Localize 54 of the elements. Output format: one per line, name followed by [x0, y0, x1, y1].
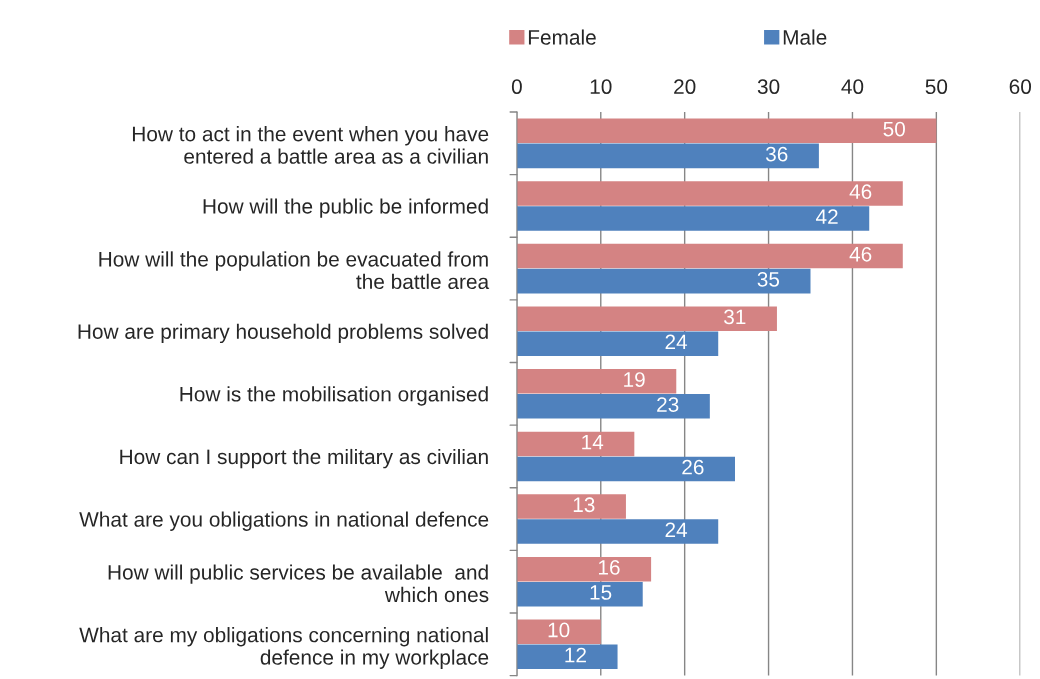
data-label: 16 — [598, 559, 620, 575]
data-label: 50 — [883, 121, 905, 137]
x-tick-label: 60 — [1009, 79, 1032, 95]
data-label: 46 — [849, 246, 872, 262]
data-label: 26 — [682, 459, 704, 475]
bar — [516, 369, 677, 394]
data-label: 13 — [573, 497, 595, 513]
bar — [516, 581, 643, 607]
y-tick-label: How to act in the event when you have entered a battle area as a civilian — [132, 126, 489, 164]
bar — [516, 556, 652, 582]
data-label: 36 — [765, 146, 788, 162]
y-tick-label: How will the public be informed — [203, 198, 488, 218]
y-tick-label: How will the population be evacuated from the battle area — [99, 251, 490, 290]
x-tick-label: 20 — [674, 79, 696, 95]
data-label: 12 — [565, 647, 586, 663]
data-label: 42 — [815, 209, 838, 224]
x-tick-label: 10 — [590, 79, 612, 95]
x-tick-label: 50 — [925, 79, 948, 95]
y-tick-label: How can I support the military as civilian — [120, 448, 488, 469]
bar — [516, 243, 903, 269]
bar — [516, 619, 601, 645]
y-tick-label: How are primary household problems solved — [78, 323, 488, 344]
bar — [516, 206, 870, 231]
x-tick-label: 40 — [841, 79, 864, 95]
bar — [516, 494, 626, 519]
bar — [516, 268, 811, 294]
bar — [516, 143, 819, 169]
data-label: 10 — [548, 622, 570, 638]
data-label: 15 — [590, 585, 612, 600]
bar — [516, 118, 937, 144]
y-tick-label: What are you obligations in national defence — [79, 511, 489, 531]
data-label: 24 — [665, 334, 688, 350]
data-label: 23 — [657, 397, 679, 412]
bar — [516, 519, 719, 544]
bar — [516, 644, 618, 670]
bar — [516, 181, 903, 206]
legend-label: Male — [783, 29, 827, 45]
y-tick-label: How will public services be available and which ones — [108, 564, 489, 603]
bar — [516, 431, 635, 457]
bar — [516, 306, 777, 331]
bar — [516, 456, 735, 482]
data-label: 31 — [724, 309, 746, 325]
x-tick-label: 0 — [511, 79, 522, 95]
data-label: 14 — [582, 434, 604, 450]
legend-label: Female — [528, 29, 596, 45]
y-tick-label: How is the mobilisation organised — [180, 386, 488, 406]
data-label: 46 — [849, 184, 872, 200]
data-label: 24 — [665, 522, 688, 537]
x-tick-label: 30 — [757, 79, 780, 95]
data-label: 19 — [624, 372, 645, 387]
y-tick-label: What are my obligations concerning national defence in my workplace — [79, 627, 489, 669]
bar — [516, 394, 710, 419]
bar — [516, 331, 719, 356]
data-label: 35 — [757, 271, 780, 287]
